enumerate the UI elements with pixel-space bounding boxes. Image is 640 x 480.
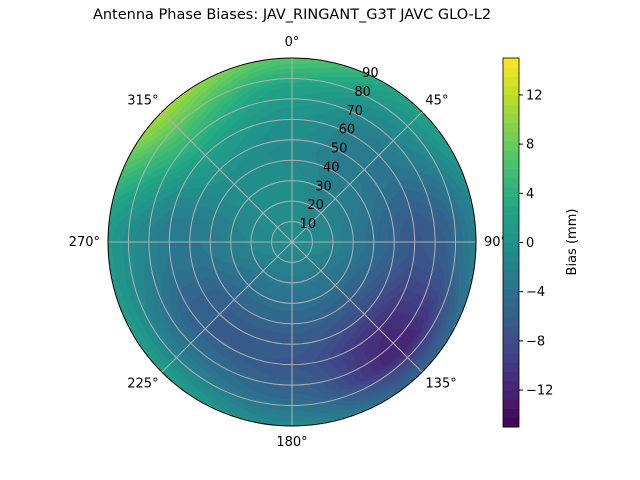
colorbar-band	[503, 307, 519, 317]
colorbar-band	[503, 150, 519, 160]
colorbar-band	[503, 67, 519, 77]
colorbar-band	[503, 316, 519, 327]
colorbar-band	[503, 187, 519, 197]
colorbar-band	[503, 279, 519, 290]
colorbar-band	[503, 288, 519, 299]
colorbar-tick-label: 0	[526, 236, 534, 251]
colorbar-tick-label: 8	[526, 138, 534, 153]
r-tick-label: 70	[346, 104, 363, 119]
colorbar-band	[503, 122, 519, 133]
colorbar-band	[503, 205, 519, 216]
grid-spoke	[291, 111, 423, 243]
colorbar-band	[503, 362, 519, 373]
colorbar-band	[503, 371, 519, 382]
colorbar-label: Bias (mm)	[565, 209, 580, 276]
theta-tick-label: 225°	[127, 376, 158, 391]
colorbar-band	[503, 233, 519, 243]
colorbar-band	[503, 214, 519, 225]
colorbar-band	[503, 224, 519, 234]
colorbar-band	[503, 104, 519, 114]
colorbar-band	[503, 242, 519, 253]
colorbar-band	[503, 76, 519, 87]
r-tick-label: 90	[362, 66, 379, 81]
r-tick-label: 40	[323, 160, 340, 175]
grid-spoke	[161, 241, 293, 373]
colorbar-tick-label: −8	[526, 334, 545, 349]
colorbar-band	[503, 297, 519, 308]
colorbar-band	[503, 58, 519, 68]
theta-tick-label: 45°	[425, 94, 448, 109]
colorbar-band	[503, 353, 519, 363]
colorbar-band	[503, 325, 519, 336]
colorbar-tick-label: −12	[526, 384, 553, 399]
theta-tick-label: 90°	[484, 235, 507, 250]
colorbar-band	[503, 343, 519, 354]
grid-spoke	[291, 241, 423, 373]
colorbar-band	[503, 334, 519, 345]
colorbar-band	[503, 131, 519, 142]
colorbar-band	[503, 85, 519, 96]
colorbar-band	[503, 196, 519, 207]
r-tick-label: 10	[300, 217, 317, 232]
theta-tick-label: 0°	[285, 35, 300, 50]
colorbar-band	[503, 113, 519, 124]
polar-frame	[107, 57, 477, 427]
theta-tick-label: 135°	[425, 376, 456, 391]
theta-tick-label: 315°	[127, 94, 158, 109]
colorbar-tick-label: −4	[526, 285, 545, 300]
colorbar-band	[503, 141, 519, 151]
colorbar-band	[503, 159, 519, 170]
colorbar-band	[503, 408, 519, 419]
colorbar-band	[503, 380, 519, 391]
colorbar-band	[503, 270, 519, 280]
r-tick-label: 30	[315, 179, 332, 194]
colorbar-band	[503, 399, 519, 410]
colorbar-band	[503, 260, 519, 271]
theta-tick-label: 180°	[276, 435, 307, 450]
colorbar-band	[503, 177, 519, 188]
colorbar-band	[503, 94, 519, 105]
r-tick-label: 50	[331, 142, 348, 157]
colorbar-band	[503, 251, 519, 262]
r-tick-label: 20	[307, 198, 324, 213]
chart-title: Antenna Phase Biases: JAV_RINGANT_G3T JA…	[92, 7, 492, 23]
grid-spoke	[161, 111, 293, 243]
colorbar-band	[503, 168, 519, 179]
colorbar-band	[503, 390, 519, 400]
colorbar-tick-label: 12	[526, 88, 543, 103]
colorbar-band	[503, 417, 519, 428]
r-tick-label: 80	[354, 85, 371, 100]
theta-tick-label: 270°	[69, 235, 100, 250]
r-tick-label: 60	[339, 123, 356, 138]
colorbar-tick-label: 4	[526, 187, 534, 202]
